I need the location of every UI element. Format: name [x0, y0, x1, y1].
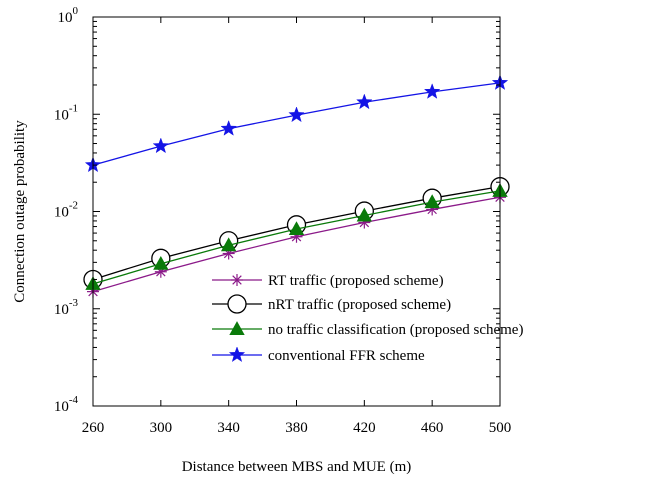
y-tick-base: 10: [54, 399, 69, 415]
legend-entry-3: conventional FFR scheme: [212, 346, 425, 364]
data-point: [423, 83, 441, 99]
series-group: [83, 74, 510, 298]
y-tick-base: 10: [54, 107, 69, 123]
y-tick-exponent: -2: [69, 200, 78, 212]
data-point: [153, 255, 169, 270]
data-point: [288, 221, 305, 236]
legend-entry-2: no traffic classification (proposed sche…: [212, 321, 523, 338]
data-point: [356, 207, 373, 222]
data-point: [152, 137, 170, 154]
x-axis-title: Distance between MBS and MUE (m): [182, 459, 412, 475]
legend-marker: [231, 274, 243, 286]
legend-marker: [228, 346, 246, 363]
y-tick-base: 10: [54, 205, 69, 221]
x-tick-label: 380: [285, 420, 308, 436]
data-point: [356, 93, 373, 110]
legend-label: nRT traffic (proposed scheme): [268, 297, 451, 313]
y-axis-title: Connection outage probability: [12, 120, 28, 303]
legend-label: conventional FFR scheme: [268, 348, 425, 364]
y-tick-label: 10-3: [54, 297, 79, 318]
legend-entry-1: nRT traffic (proposed scheme): [212, 294, 451, 314]
legend-label: RT traffic (proposed scheme): [268, 273, 444, 289]
legend-label: no traffic classification (proposed sche…: [268, 322, 523, 338]
x-tick-label: 420: [353, 420, 376, 436]
legend-marker: [229, 321, 245, 336]
x-tick-label: 500: [489, 420, 512, 436]
x-tick-label: 460: [421, 420, 444, 436]
data-point: [288, 106, 305, 123]
legend-marker: [227, 294, 247, 314]
y-tick-label: 10-2: [54, 200, 78, 221]
x-tick-label: 260: [82, 420, 105, 436]
y-tick-label: 10-1: [54, 102, 78, 123]
x-tick-label: 300: [150, 420, 173, 436]
data-point: [424, 194, 440, 209]
asterisk-stroke: [232, 275, 242, 285]
y-tick-base: 10: [54, 302, 69, 318]
x-tick-label: 340: [217, 420, 240, 436]
series-line: [92, 82, 501, 166]
y-tick-exponent: -3: [69, 297, 79, 309]
data-point: [220, 237, 237, 252]
y-tick-exponent: -1: [69, 102, 78, 114]
data-point: [220, 119, 237, 136]
y-tick-exponent: 0: [73, 5, 79, 17]
legend: RT traffic (proposed scheme) nRT traffic …: [212, 273, 523, 364]
y-tick-label: 100: [58, 5, 79, 26]
legend-entry-0: RT traffic (proposed scheme): [212, 273, 444, 289]
axes: 260 300 340 380 420 460 50010-410-310-210-1100…: [12, 5, 511, 475]
y-tick-label: 10-4: [54, 394, 79, 415]
y-tick-exponent: -4: [69, 394, 79, 406]
y-tick-base: 10: [58, 10, 73, 26]
series-3: [84, 74, 509, 173]
